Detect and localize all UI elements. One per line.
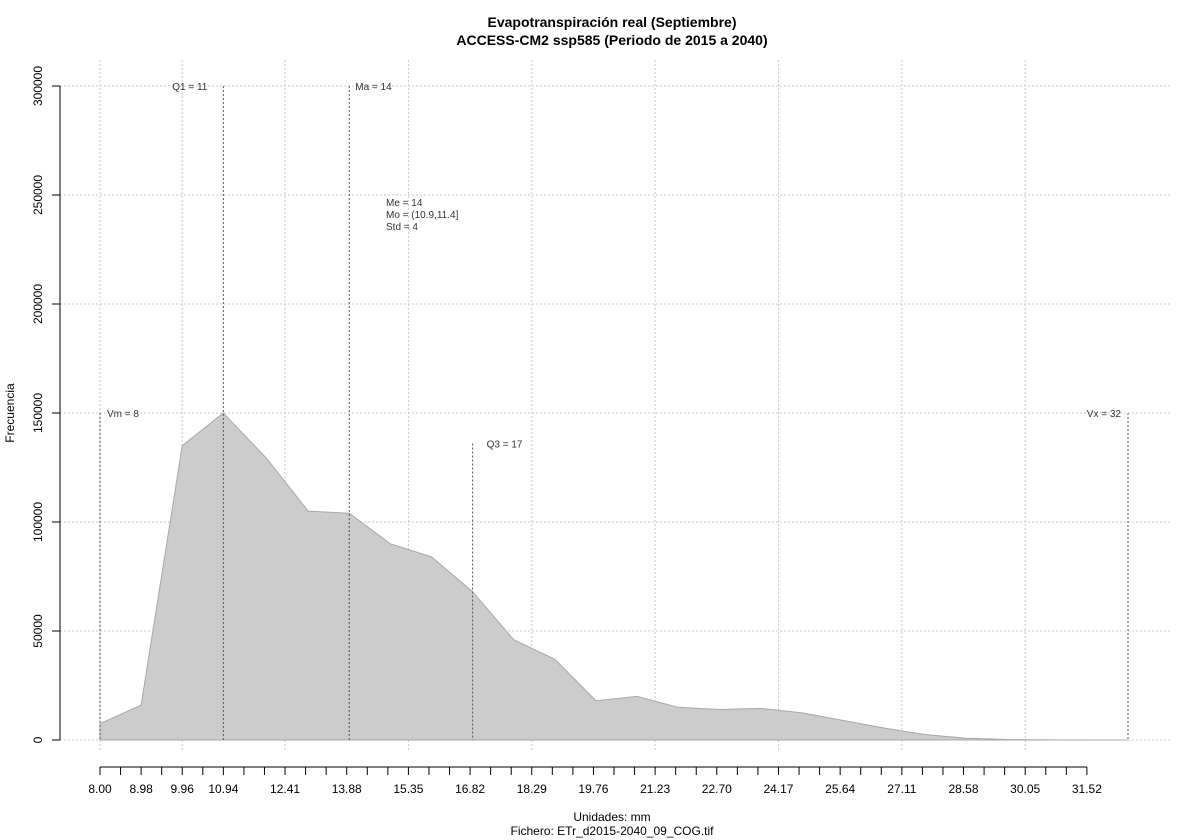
- y-tick-label: 200000: [31, 284, 45, 324]
- x-tick-label: 8.00: [88, 782, 112, 796]
- x-tick-label: 27.11: [887, 782, 916, 796]
- y-tick-label: 50000: [31, 614, 45, 648]
- min-value-label: Vm = 8: [107, 409, 139, 420]
- y-tick-label: 100000: [31, 502, 45, 542]
- x-tick-label: 19.76: [578, 782, 608, 796]
- chart-title: Evapotranspiración real (Septiembre): [488, 14, 737, 30]
- std-stat: Std = 4: [386, 222, 418, 233]
- x-tick-label: 25.64: [825, 782, 855, 796]
- median-stat: Me = 14: [386, 198, 423, 209]
- grid-layer: [60, 60, 1170, 752]
- x-tick-label: 16.82: [455, 782, 485, 796]
- x-axis-label: Unidades: mm: [573, 810, 650, 824]
- file-name-footer: Fichero: ETr_d2015-2040_09_COG.tif: [511, 824, 715, 838]
- x-tick-label: 12.41: [270, 782, 300, 796]
- x-tick-label: 21.23: [640, 782, 670, 796]
- mean-label: Ma = 14: [355, 82, 392, 93]
- x-tick-label: 8.98: [129, 782, 153, 796]
- q1-label: Q1 = 11: [172, 82, 208, 93]
- x-tick-label: 24.17: [763, 782, 793, 796]
- max-value-label: Vx = 32: [1087, 409, 1122, 420]
- statistic-markers: Vm = 8 Q1 = 11 Ma = 14 Q3 = 17 Vx = 32: [99, 82, 1129, 740]
- x-tick-label: 10.94: [208, 782, 238, 796]
- q3-label: Q3 = 17: [487, 440, 523, 451]
- x-tick-label: 31.52: [1072, 782, 1102, 796]
- x-tick-label: 18.29: [517, 782, 547, 796]
- y-tick-label: 150000: [31, 393, 45, 433]
- x-tick-label: 13.88: [332, 782, 362, 796]
- x-tick-label: 28.58: [949, 782, 979, 796]
- x-tick-label: 22.70: [702, 782, 732, 796]
- y-tick-label: 250000: [31, 175, 45, 215]
- x-tick-label: 30.05: [1010, 782, 1040, 796]
- axes: 0 50000 100000 150000 200000 250000 300000 8.00…: [31, 66, 1102, 796]
- y-tick-label: 300000: [31, 66, 45, 106]
- frequency-area: [99, 412, 1128, 741]
- x-tick-label: 15.35: [393, 782, 423, 796]
- mode-stat: Mo = (10.9,11.4]: [386, 210, 459, 221]
- x-tick-label: 9.96: [171, 782, 195, 796]
- y-tick-label: 0: [31, 736, 45, 743]
- chart-subtitle: ACCESS-CM2 ssp585 (Periodo de 2015 a 204…: [456, 32, 767, 48]
- y-axis-label: Frecuencia: [3, 383, 17, 443]
